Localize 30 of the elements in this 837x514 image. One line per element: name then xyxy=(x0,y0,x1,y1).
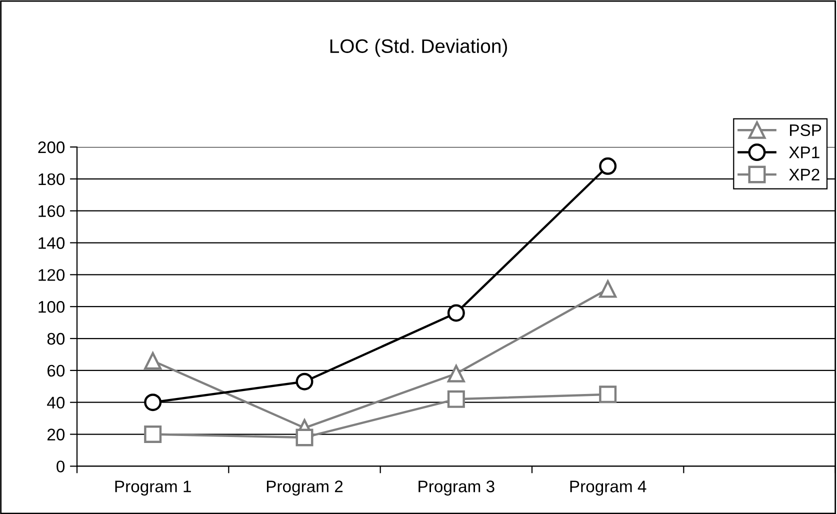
legend-label: PSP xyxy=(790,124,822,136)
x-tick-label: Program 1 xyxy=(115,480,191,496)
y-tick-label: 120 xyxy=(38,269,65,281)
y-tick-label: 80 xyxy=(47,332,65,345)
y-tick-label: 160 xyxy=(38,205,65,218)
chart-title: LOC (Std. Deviation) xyxy=(330,38,507,57)
y-tick-label: 60 xyxy=(48,364,65,377)
point xyxy=(599,157,617,175)
point xyxy=(599,386,617,404)
legend-label: XP2 xyxy=(789,168,820,180)
legend-label: XP1 xyxy=(789,146,820,158)
point xyxy=(144,352,162,370)
point xyxy=(447,364,465,382)
point xyxy=(144,426,162,444)
y-tick-label: 100 xyxy=(38,301,65,313)
point xyxy=(447,304,465,322)
y-tick-label: 40 xyxy=(47,396,65,409)
y-tick-label: 0 xyxy=(56,460,65,472)
point xyxy=(144,394,162,412)
x-tick-label: Program 3 xyxy=(418,480,494,496)
point xyxy=(296,372,314,390)
point xyxy=(447,390,465,408)
point xyxy=(296,428,314,446)
x-tick-label: Program 2 xyxy=(266,480,343,496)
point xyxy=(599,280,617,298)
x-tick-label: Program 4 xyxy=(570,480,646,496)
y-tick-label: 20 xyxy=(48,428,65,440)
y-tick-label: 180 xyxy=(38,173,65,186)
y-tick-label: 140 xyxy=(38,237,65,249)
y-tick-label: 200 xyxy=(38,141,65,154)
